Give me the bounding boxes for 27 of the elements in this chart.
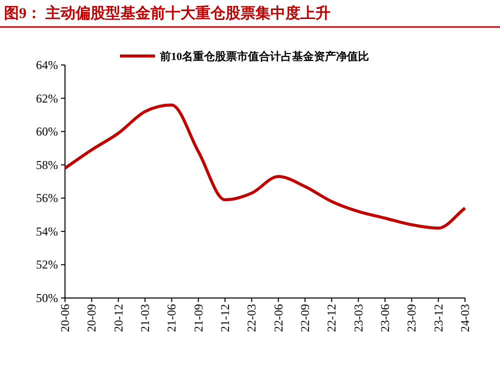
x-tick-label: 20-06 — [58, 304, 72, 332]
x-tick-label: 23-09 — [404, 304, 419, 332]
x-tick-label: 21-03 — [138, 304, 152, 332]
y-tick-label: 52% — [36, 258, 58, 272]
x-tick-label: 22-03 — [244, 304, 259, 332]
x-tick-label: 21-09 — [191, 304, 206, 332]
y-tick-label: 64% — [36, 58, 58, 72]
y-tick-label: 56% — [36, 191, 58, 206]
y-tick-label: 62% — [36, 91, 58, 106]
y-tick-label: 58% — [36, 158, 58, 172]
y-tick-label: 54% — [36, 224, 58, 238]
x-tick-label: 21-12 — [218, 304, 232, 332]
x-tick-label: 24-03 — [458, 304, 472, 332]
x-tick-label: 20-12 — [111, 304, 126, 332]
x-tick-label: 22-06 — [271, 304, 286, 332]
x-tick-label: 22-12 — [324, 304, 339, 332]
x-tick-label: 23-12 — [431, 304, 446, 332]
x-tick-label: 23-06 — [378, 304, 392, 332]
legend: 前10名重仓股票市值合计占基金资产净值比 — [120, 51, 369, 63]
x-tick-label: 21-06 — [164, 304, 179, 332]
x-tick-label: 20-09 — [84, 304, 99, 332]
x-tick-label: 22-09 — [298, 304, 312, 332]
x-tick-label: 23-03 — [351, 304, 366, 332]
title: 图9： 主动偏股型基金前十大重仓股票集中度上升 — [4, 6, 330, 22]
y-tick-label: 60% — [36, 124, 58, 139]
legend-label: 前10名重仓股票市值合计占基金资产净值比 — [159, 50, 369, 63]
y-tick-label: 50% — [36, 291, 58, 305]
